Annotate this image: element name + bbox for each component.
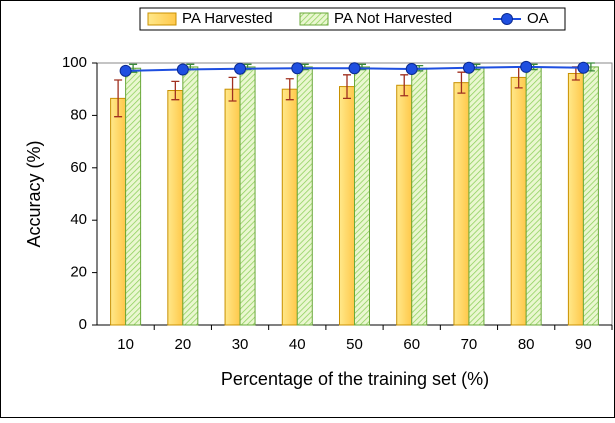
x-tick-label: 50 [346,336,363,353]
legend-swatch [299,12,329,26]
bar [339,86,355,326]
x-tick-label: 80 [518,336,535,353]
bar [453,82,470,326]
y-axis-title: Accuracy (%) [24,140,44,247]
x-axis-title: Percentage of the training set (%) [221,369,489,389]
bar [510,76,527,326]
error-bar [171,80,180,101]
error-bar [457,71,466,94]
oa-marker [348,62,361,75]
oa-marker [291,62,304,75]
bar [582,66,599,326]
y-tick-label: 60 [70,159,87,176]
legend-box [139,7,566,31]
y-tick-label: 80 [70,106,87,123]
oa-marker [234,62,247,75]
bar [396,84,413,326]
bar [224,88,241,326]
legend-label: OA [527,10,549,27]
legend-label: PA Harvested [182,10,273,27]
oa-marker [405,63,418,76]
x-tick-label: 30 [232,336,249,353]
bar [110,97,127,326]
bar [239,66,256,326]
oa-marker [462,61,475,74]
bar [167,90,184,326]
x-tick-label: 90 [575,336,592,353]
oa-marker [577,61,590,74]
y-tick-label: 40 [70,211,87,228]
x-tick-label: 20 [174,336,191,353]
bar [354,66,370,326]
error-bar [114,79,123,118]
x-tick-label: 70 [461,336,478,353]
bar [296,66,313,326]
error-bar [343,74,351,100]
y-tick-label: 20 [70,264,87,281]
legend-swatch [147,12,177,26]
legend-marker [501,13,513,25]
error-bar [228,76,237,102]
oa-marker [176,63,189,76]
bar [125,67,142,326]
y-tick-label: 100 [62,54,87,71]
oa-marker [119,64,132,77]
x-tick-label: 10 [117,336,134,353]
bar [567,72,584,326]
y-tick-label: 0 [79,316,87,333]
bar [411,67,428,326]
bar [182,66,199,326]
error-bar [400,74,409,97]
bar [281,88,298,326]
oa-marker [520,60,533,73]
error-bar [285,78,294,101]
legend-label: PA Not Harvested [334,10,452,27]
bar [468,66,485,326]
bar [525,66,542,326]
x-tick-label: 40 [289,336,306,353]
x-tick-label: 60 [403,336,420,353]
